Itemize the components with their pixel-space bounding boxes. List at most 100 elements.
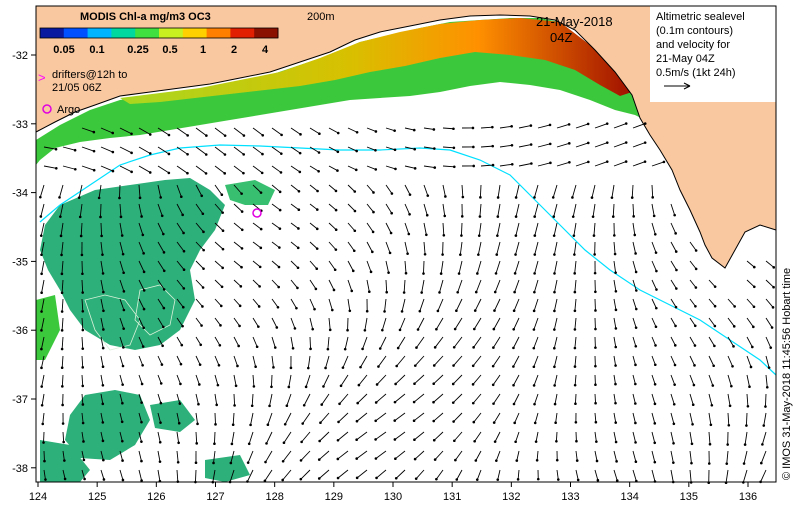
velocity-arrow-head xyxy=(317,151,321,154)
velocity-arrow-head xyxy=(452,165,456,169)
colorbar-swatch xyxy=(182,28,208,38)
velocity-arrow xyxy=(302,412,311,424)
x-tick-label: 129 xyxy=(325,491,343,503)
velocity-arrow-head xyxy=(672,461,675,464)
velocity-arrow xyxy=(689,317,696,327)
velocity-arrow xyxy=(476,469,482,480)
velocity-arrow-head xyxy=(316,189,319,193)
velocity-arrow-head xyxy=(101,384,105,387)
velocity-arrow-head xyxy=(416,328,420,331)
velocity-arrow xyxy=(250,412,254,425)
velocity-arrow xyxy=(613,374,616,385)
velocity-arrow-head xyxy=(654,251,658,254)
velocity-arrow-head xyxy=(81,421,85,425)
velocity-arrow-head xyxy=(732,345,735,348)
velocity-arrow xyxy=(42,412,45,424)
velocity-arrow-head xyxy=(101,253,104,256)
velocity-arrow-head xyxy=(412,128,416,132)
velocity-arrow-head xyxy=(300,440,303,444)
velocity-arrow-head xyxy=(573,290,577,294)
velocity-arrow xyxy=(157,203,163,216)
velocity-arrow-head xyxy=(590,196,594,199)
velocity-arrow-head xyxy=(281,459,285,463)
velocity-arrow-head xyxy=(291,346,295,350)
velocity-arrow-head xyxy=(492,346,495,349)
velocity-arrow xyxy=(347,279,353,292)
velocity-arrow-head xyxy=(181,213,184,217)
x-tick-label: 130 xyxy=(384,491,402,503)
velocity-arrow-head xyxy=(634,402,637,405)
velocity-arrow xyxy=(556,142,570,148)
velocity-arrow xyxy=(385,184,393,194)
velocity-arrow-head xyxy=(512,328,516,331)
velocity-arrow xyxy=(533,279,539,293)
velocity-arrow xyxy=(727,374,732,387)
colorbar-swatch xyxy=(230,28,255,38)
velocity-arrow xyxy=(61,336,64,350)
velocity-arrow xyxy=(689,412,693,425)
velocity-arrow-head xyxy=(432,382,436,386)
velocity-arrow-head xyxy=(179,362,183,366)
x-tick-label: 124 xyxy=(29,491,47,503)
velocity-arrow xyxy=(375,412,387,422)
velocity-arrow-head xyxy=(472,145,475,149)
velocity-arrow xyxy=(119,146,132,154)
velocity-arrow-head xyxy=(614,308,618,312)
velocity-arrow xyxy=(613,317,617,329)
velocity-arrow-head xyxy=(181,305,185,309)
velocity-arrow-head xyxy=(180,343,184,347)
velocity-arrow-head xyxy=(261,152,264,156)
velocity-arrow xyxy=(651,336,656,346)
velocity-arrow xyxy=(423,165,435,169)
velocity-arrow-head xyxy=(404,271,408,275)
velocity-arrow-head xyxy=(393,419,397,422)
velocity-arrow-head xyxy=(693,324,697,328)
velocity-arrow xyxy=(119,203,122,217)
velocity-arrow-head xyxy=(102,328,105,331)
velocity-arrow-head xyxy=(727,423,731,427)
velocity-arrow xyxy=(708,298,716,307)
velocity-arrow-head xyxy=(42,441,45,444)
velocity-arrow xyxy=(404,203,410,215)
velocity-arrow xyxy=(670,469,674,483)
velocity-arrow xyxy=(746,298,755,308)
velocity-arrow-head xyxy=(510,125,513,128)
velocity-arrow xyxy=(309,241,318,249)
velocity-arrow-head xyxy=(452,345,456,349)
velocity-arrow xyxy=(494,279,501,293)
velocity-arrow-head xyxy=(82,440,85,443)
velocity-arrow xyxy=(725,469,729,483)
velocity-arrow-head xyxy=(82,458,86,462)
velocity-arrow-head xyxy=(176,460,180,464)
velocity-arrow-head xyxy=(408,193,412,196)
velocity-arrow-head xyxy=(63,477,67,481)
velocity-arrow-head xyxy=(653,363,657,367)
velocity-arrow-head xyxy=(162,251,166,254)
velocity-arrow xyxy=(574,260,577,274)
velocity-arrow-head xyxy=(730,384,733,388)
velocity-arrow-head xyxy=(596,478,600,482)
velocity-arrow-head xyxy=(475,478,479,481)
altimetry-note-line3: and velocity for xyxy=(656,39,730,51)
velocity-arrow-head xyxy=(254,365,257,369)
velocity-arrow xyxy=(61,374,64,387)
velocity-arrow xyxy=(360,355,368,368)
velocity-arrow-head xyxy=(352,249,356,253)
velocity-arrow-head xyxy=(367,290,371,294)
velocity-arrow-head xyxy=(394,167,397,171)
velocity-arrow xyxy=(394,431,406,440)
velocity-arrow-head xyxy=(435,477,438,481)
velocity-arrow xyxy=(379,336,387,349)
velocity-arrow xyxy=(340,374,349,387)
velocity-arrow-head xyxy=(255,345,259,349)
velocity-arrow xyxy=(327,336,330,350)
velocity-arrow-head xyxy=(336,150,340,154)
velocity-arrow-head xyxy=(532,384,536,387)
velocity-arrow-head xyxy=(63,459,66,462)
velocity-arrow-head xyxy=(708,442,712,446)
velocity-arrow xyxy=(651,450,656,463)
velocity-arrow-head xyxy=(634,326,638,329)
velocity-arrow xyxy=(518,163,532,167)
velocity-arrow xyxy=(436,317,444,330)
velocity-arrow xyxy=(492,336,501,348)
